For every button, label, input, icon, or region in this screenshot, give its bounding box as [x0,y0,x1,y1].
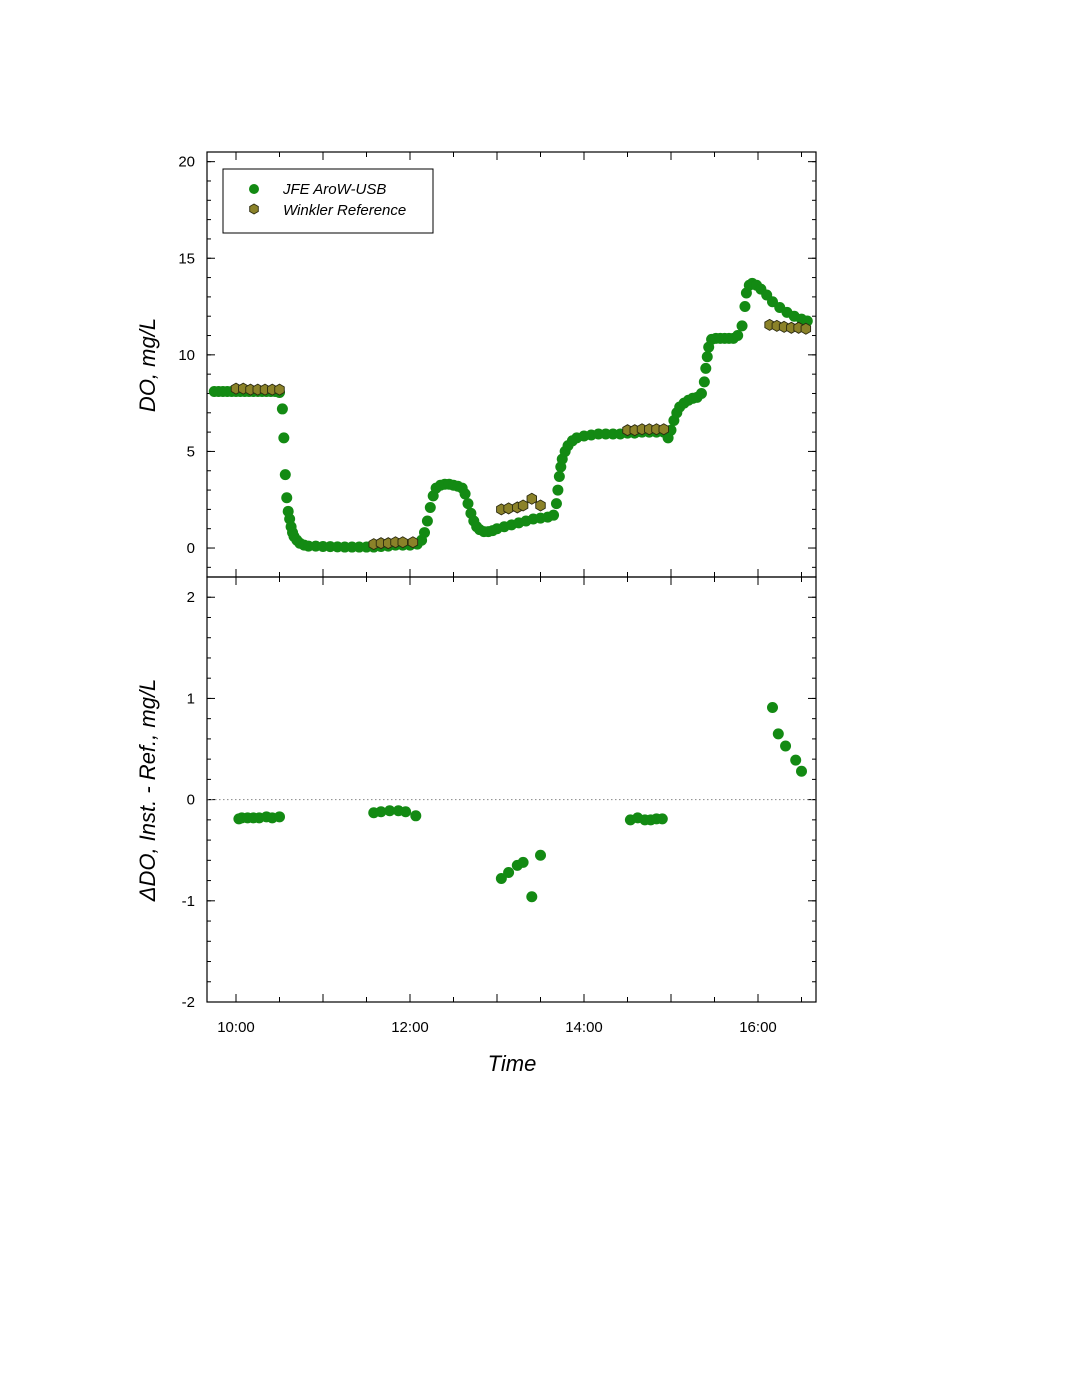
difference-point [503,866,515,878]
difference-point [767,702,778,714]
jfe-point [701,351,713,363]
difference-point [517,856,529,868]
winkler-point [274,383,285,396]
winkler-point [503,502,514,515]
bottom-panel-frame [206,576,817,1003]
jfe-point [459,488,471,500]
jfe-point [698,376,710,388]
jfe-point [279,469,291,481]
winkler-point [535,499,546,512]
legend-box [222,168,434,234]
difference-point [656,813,668,825]
top-y-tick-label: 0 [187,540,195,557]
jfe-point [421,515,433,527]
difference-point [375,806,387,818]
difference-point [274,811,285,823]
difference-point [495,873,507,885]
jfe-point [550,498,562,510]
x-tick-label: 10:00 [217,1019,255,1036]
bottom-y-axis-title: ΔDO, Inst. - Ref., mg/L [135,679,160,903]
legend-marker-winkler [249,203,259,215]
winkler-point [526,492,538,505]
jfe-point [276,403,288,415]
winkler-point [800,322,812,335]
jfe-point [278,432,290,444]
legend-label-winkler: Winkler Reference [283,202,406,219]
bottom-y-tick-label: -2 [182,994,195,1011]
jfe-point [700,362,712,374]
jfe-point [462,498,474,510]
jfe-point [281,492,293,504]
top-y-tick-label: 15 [178,250,195,267]
x-tick-label: 14:00 [565,1019,603,1036]
bottom-y-tick-label: 1 [187,690,195,707]
jfe-point [548,509,560,521]
jfe-point [732,330,744,342]
difference-point [790,754,802,766]
difference-point [410,810,422,822]
jfe-point [553,471,565,483]
difference-point [535,849,546,861]
difference-point [384,805,396,817]
jfe-point [739,301,751,313]
bottom-y-tick-label: -1 [182,893,195,910]
bottom-y-tick-label: 2 [187,589,195,606]
x-tick-label: 16:00 [739,1019,777,1036]
legend-label-jfe: JFE AroW-USB [282,181,386,198]
top-y-tick-label: 5 [187,443,195,460]
jfe-point [695,387,707,399]
difference-point [780,740,792,752]
difference-point [400,806,412,818]
top-y-axis-title: DO, mg/L [135,318,160,412]
x-axis-title: Time [488,1051,537,1076]
jfe-point [552,484,564,496]
difference-point [796,765,807,777]
winkler-point [407,536,419,549]
bottom-y-tick-label: 0 [187,792,195,809]
winkler-point [397,536,408,549]
top-y-tick-label: 20 [178,154,195,171]
jfe-point [736,320,748,332]
difference-point [526,891,538,903]
jfe-point [419,527,430,539]
legend: JFE AroW-USB Winkler Reference [222,168,434,234]
x-tick-label: 12:00 [391,1019,429,1036]
difference-point [772,728,784,740]
legend-marker-jfe [249,184,259,194]
winkler-point [517,499,529,512]
jfe-point [424,501,436,513]
top-y-tick-label: 10 [178,347,195,364]
winkler-point [658,423,669,436]
